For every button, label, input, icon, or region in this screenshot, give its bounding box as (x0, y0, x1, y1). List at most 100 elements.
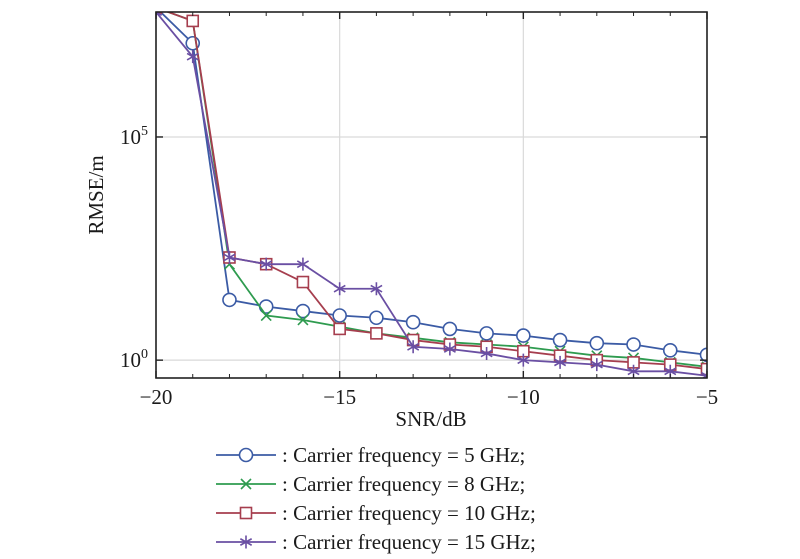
marker-shape (296, 257, 309, 271)
marker-shape (552, 332, 568, 348)
grid-lines (155, 12, 708, 378)
data-point (480, 346, 493, 360)
legend-label: : Carrier frequency = 15 GHz; (282, 530, 536, 554)
marker-shape (407, 340, 420, 354)
marker-shape (156, 12, 163, 19)
legend-label: : Carrier frequency = 5 GHz; (282, 443, 525, 467)
series-line (165, 12, 707, 368)
data-point (407, 340, 420, 354)
marker-shape (238, 447, 254, 463)
marker-shape (260, 257, 273, 271)
x-tick-label: −5 (696, 385, 718, 409)
marker-shape (222, 292, 237, 308)
legend-item: : Carrier frequency = 15 GHz; (216, 530, 536, 554)
legend: : Carrier frequency = 5 GHz; : Carrier fr… (216, 443, 536, 554)
marker-shape (590, 358, 603, 372)
data-point (590, 358, 603, 372)
marker-shape (442, 321, 458, 337)
marker-shape (517, 353, 530, 367)
plot-frame (155, 11, 708, 379)
marker-shape (443, 342, 456, 356)
x-axis-label: SNR/dB (395, 407, 466, 431)
marker-shape (333, 322, 346, 336)
marker-shape (239, 506, 253, 520)
legend-label: : Carrier frequency = 10 GHz; (282, 501, 536, 525)
legend-marker (238, 447, 254, 463)
series-line (159, 12, 707, 356)
legend-marker (239, 506, 253, 520)
data-point (222, 292, 237, 308)
data-point (405, 314, 421, 330)
data-point (296, 275, 310, 289)
data-point (370, 327, 383, 340)
marker-shape (369, 310, 384, 326)
axis-ticks: −20 −15 −10 −5 100 105 (120, 12, 718, 409)
marker-shape (662, 343, 678, 358)
marker-shape (260, 309, 272, 322)
marker-shape (295, 303, 311, 319)
marker-shape (700, 362, 707, 376)
marker-shape (297, 314, 309, 326)
data-point (699, 347, 707, 363)
data-point (552, 332, 568, 348)
marker-shape (159, 12, 162, 14)
marker-shape (554, 355, 567, 369)
marker-shape (296, 275, 310, 289)
x-tick-label: −20 (140, 385, 173, 409)
data-point (297, 314, 309, 326)
marker-shape (699, 347, 707, 363)
data-point (442, 321, 458, 337)
legend-item: : Carrier frequency = 8 GHz; (216, 472, 525, 496)
marker-shape (370, 282, 383, 296)
x-tick-label: −10 (507, 385, 540, 409)
data-point (554, 355, 567, 369)
marker-shape (332, 308, 347, 323)
marker-shape (240, 478, 252, 490)
data-point (443, 342, 456, 356)
marker-shape (626, 337, 641, 352)
data-point (700, 362, 707, 376)
series-15-ghz (156, 12, 707, 378)
series-8-ghz (159, 12, 707, 373)
legend-item: : Carrier frequency = 10 GHz; (216, 501, 536, 525)
data-point (156, 12, 163, 19)
marker-shape (186, 50, 199, 64)
data-point (186, 14, 200, 28)
marker-shape (405, 314, 421, 330)
data-point (369, 310, 384, 326)
data-point (332, 308, 347, 323)
y-tick-label: 105 (120, 124, 148, 149)
x-tick-label: −15 (323, 385, 356, 409)
data-point (159, 12, 162, 14)
data-point (516, 328, 531, 343)
marker-shape (589, 335, 605, 351)
marker-shape (480, 346, 493, 360)
marker-shape (223, 250, 236, 264)
data-point (517, 353, 530, 367)
data-point (370, 282, 383, 296)
legend-marker (239, 535, 253, 549)
marker-shape (516, 328, 531, 343)
data-point (296, 257, 309, 271)
y-axis-label: RMSE/m (84, 155, 108, 234)
data-point (186, 50, 199, 64)
data-point (333, 282, 346, 296)
legend-marker (240, 478, 252, 490)
marker-shape (333, 282, 346, 296)
series-5-ghz (156, 12, 707, 363)
marker-shape (239, 535, 253, 549)
legend-item: : Carrier frequency = 5 GHz; (216, 443, 525, 467)
data-point (662, 343, 678, 358)
data-point (479, 326, 494, 341)
data-point (260, 309, 272, 322)
data-point (333, 322, 346, 336)
series-10-ghz (156, 12, 707, 376)
series-line (165, 12, 707, 370)
marker-shape (370, 327, 383, 340)
marker-shape (479, 326, 494, 341)
data-point (295, 303, 311, 319)
series-layer (156, 12, 707, 378)
data-point (589, 335, 605, 351)
data-point (260, 257, 273, 271)
